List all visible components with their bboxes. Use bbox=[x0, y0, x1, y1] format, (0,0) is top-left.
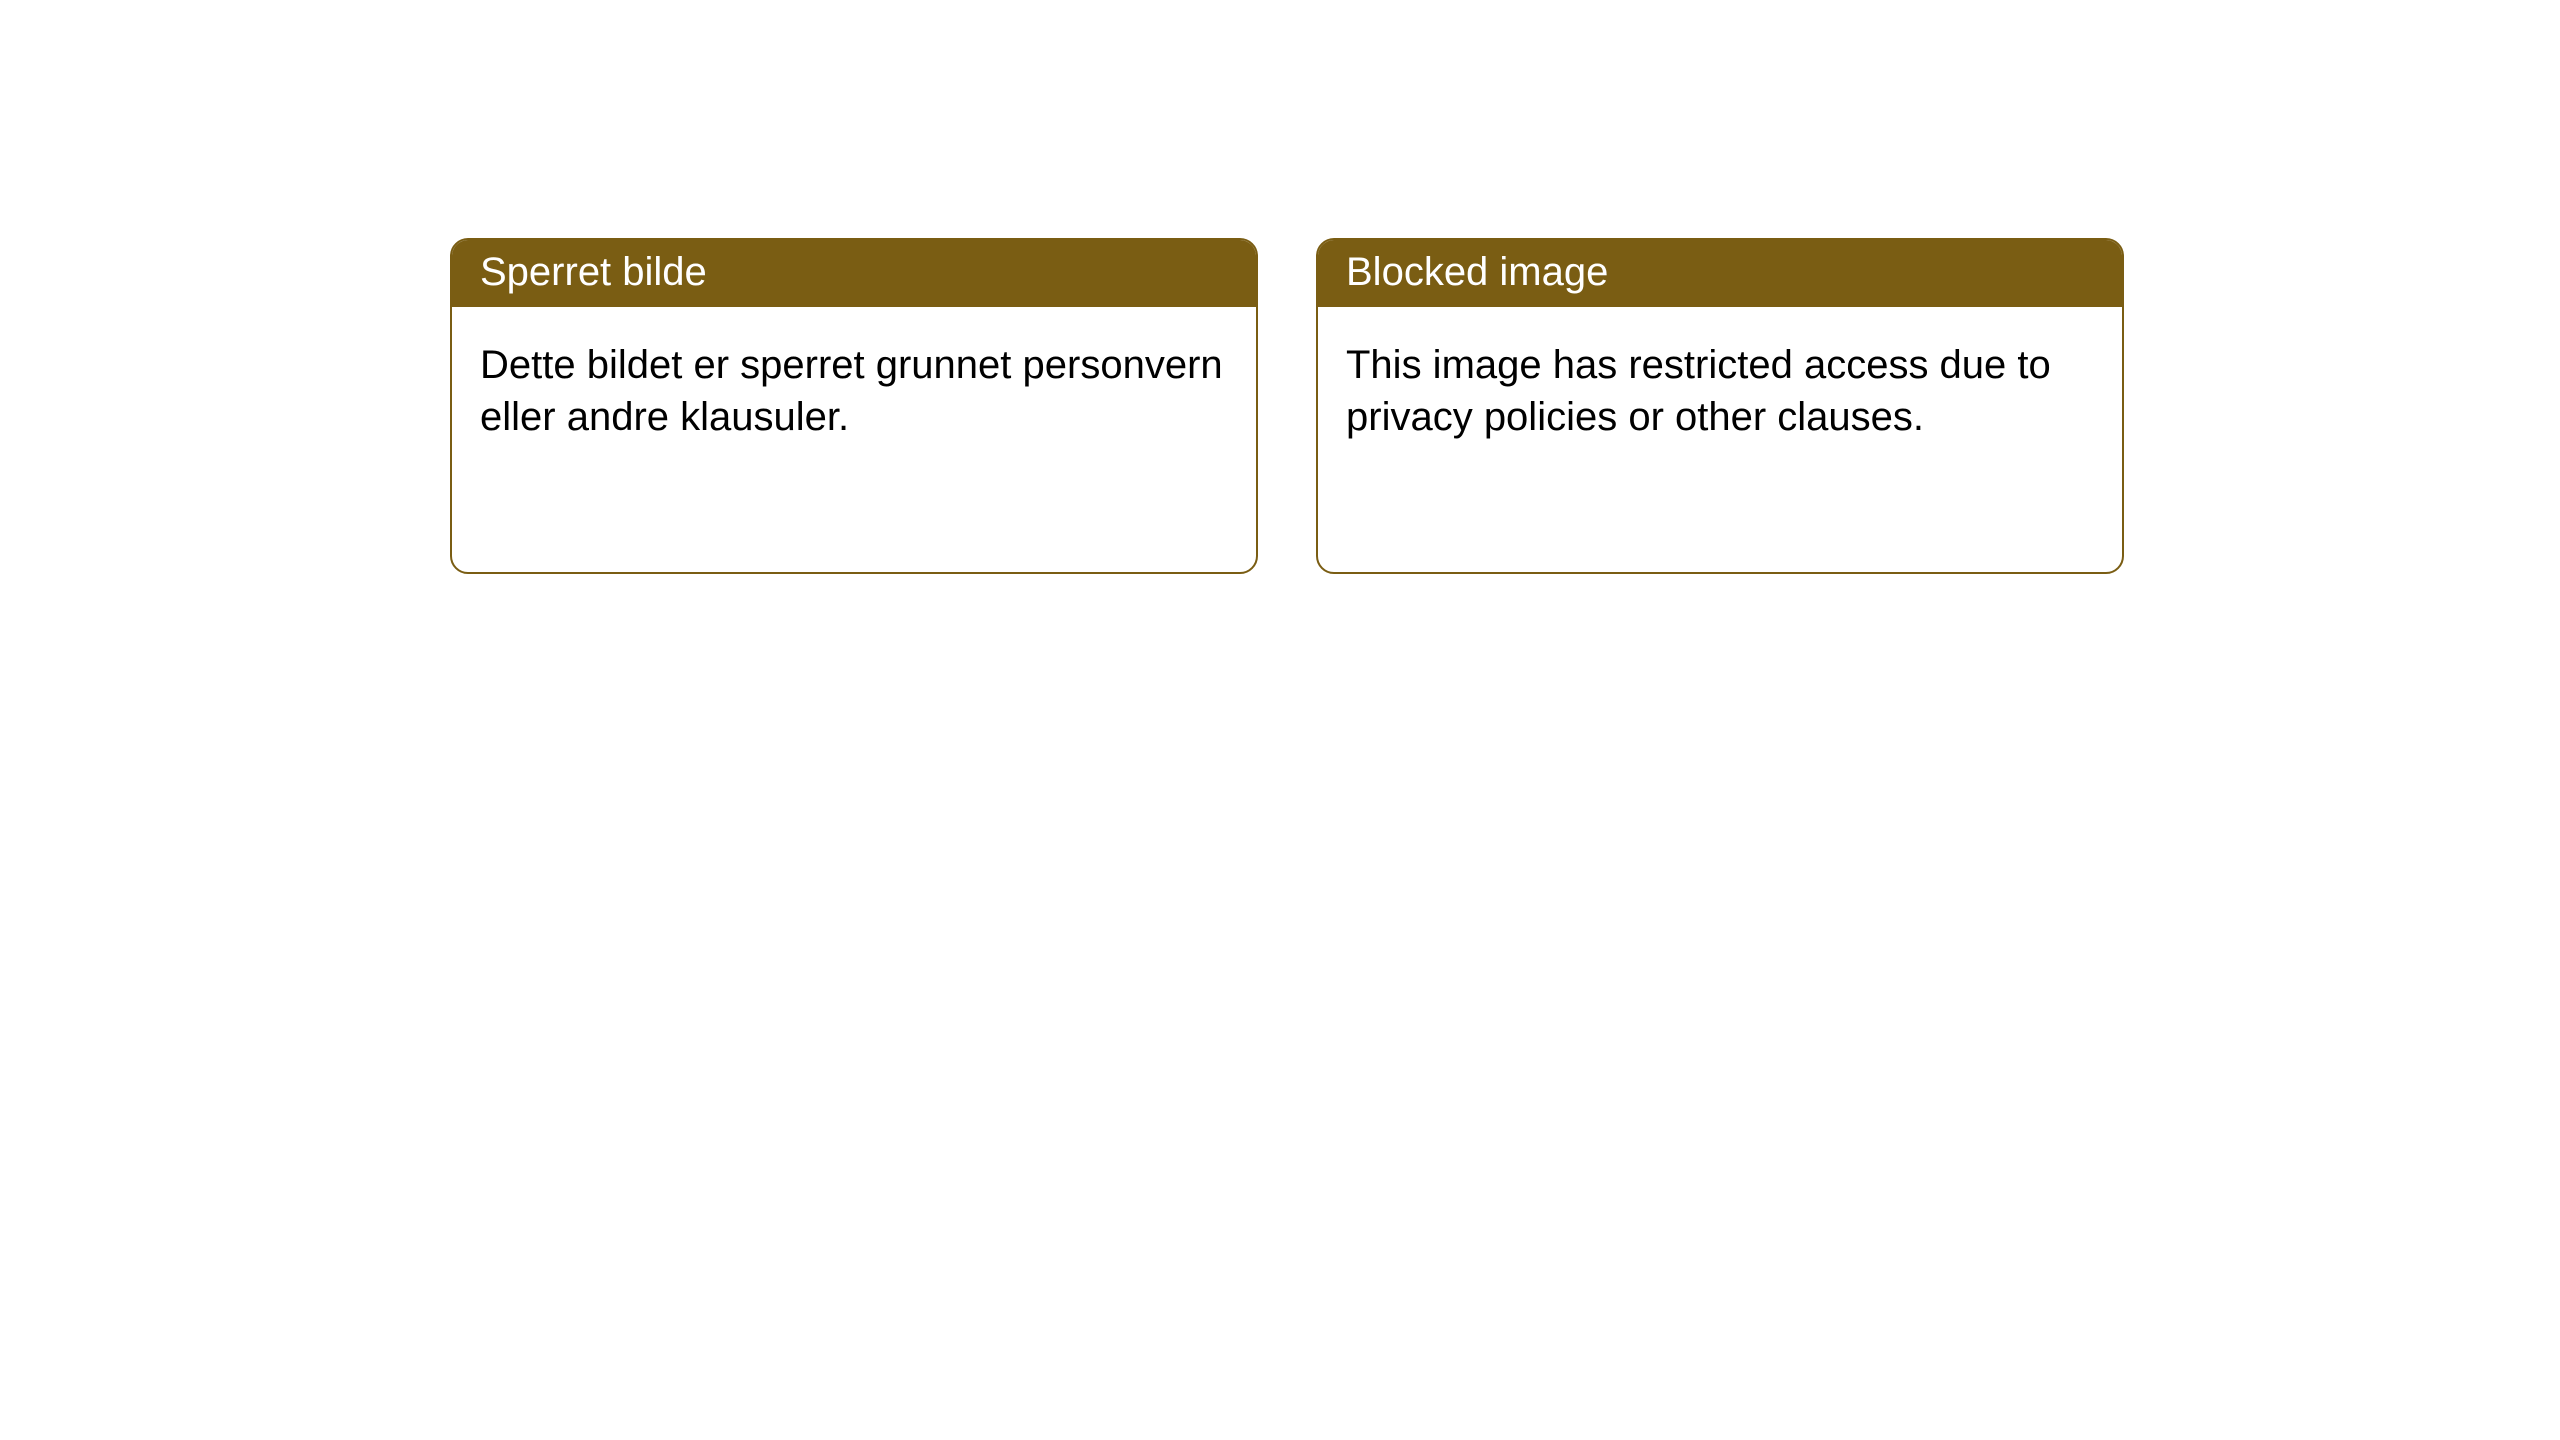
notice-card-english: Blocked image This image has restricted … bbox=[1316, 238, 2124, 574]
notice-body-text: This image has restricted access due to … bbox=[1346, 343, 2051, 439]
notice-container: Sperret bilde Dette bildet er sperret gr… bbox=[0, 0, 2560, 574]
notice-body: Dette bildet er sperret grunnet personve… bbox=[452, 307, 1256, 475]
notice-title: Sperret bilde bbox=[480, 250, 707, 294]
notice-header: Sperret bilde bbox=[452, 240, 1256, 307]
notice-header: Blocked image bbox=[1318, 240, 2122, 307]
notice-body: This image has restricted access due to … bbox=[1318, 307, 2122, 475]
notice-body-text: Dette bildet er sperret grunnet personve… bbox=[480, 343, 1223, 439]
notice-title: Blocked image bbox=[1346, 250, 1608, 294]
notice-card-norwegian: Sperret bilde Dette bildet er sperret gr… bbox=[450, 238, 1258, 574]
